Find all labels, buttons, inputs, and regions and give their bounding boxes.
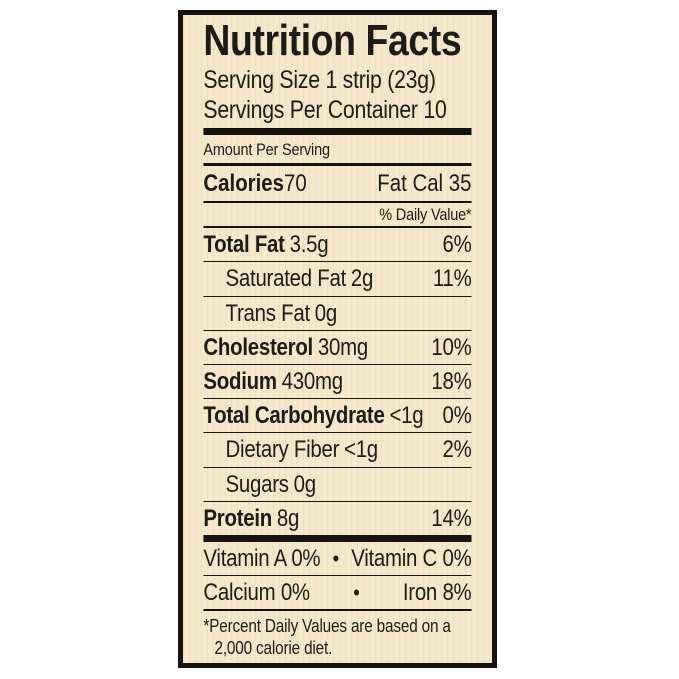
calories-row: Calories70 Fat Cal 35 — [203, 166, 471, 201]
iron: Iron 8% — [402, 579, 472, 607]
vitamin-a: Vitamin A 0% — [203, 544, 321, 572]
divider-thick-vitamins — [203, 534, 472, 542]
dv-value: 11% — [432, 265, 472, 293]
vitamin-c: Vitamin C 0% — [351, 544, 472, 572]
nutrition-facts-label: Nutrition Facts Serving Size 1 strip (23… — [178, 10, 497, 668]
nutrient-row-sugars: Sugars 0g — [203, 468, 472, 502]
nutrient-row-protein: Protein 8g 14% — [203, 504, 472, 532]
fat-calories: Fat Cal 35 — [377, 170, 472, 197]
dv-value: 10% — [431, 333, 472, 361]
dv-value: 2% — [442, 436, 472, 464]
daily-value-header: % Daily Value* — [379, 205, 472, 225]
dv-value: 6% — [442, 231, 472, 259]
dv-value: 0% — [442, 402, 472, 430]
serving-size: Serving Size 1 strip (23g) — [203, 66, 436, 94]
servings-per-container: Servings Per Container 10 — [203, 96, 447, 124]
footnote-line-2: 2,000 calorie diet. — [214, 637, 333, 658]
divider-medium — [203, 163, 472, 166]
footnote: *Percent Daily Values are based on a 2,0… — [203, 611, 471, 659]
calories: Calories70 — [203, 170, 307, 197]
nutrient-row-sodium: Sodium 430mg 18% — [203, 365, 472, 400]
divider-above-footnote — [203, 609, 472, 612]
label-title: Nutrition Facts — [203, 16, 462, 65]
vitamin-row-1: Vitamin A 0% • Vitamin C 0% — [203, 542, 472, 577]
nutrient-row-saturated-fat: Saturated Fat 2g 11% — [203, 262, 472, 297]
divider-below-dv-header — [203, 226, 472, 229]
divider-below-calories — [203, 201, 472, 204]
vitamin-row-2: Calcium 0% • Iron 8% — [203, 576, 471, 609]
nutrient-row-trans-fat: Trans Fat 0g — [203, 297, 472, 331]
nutrient-row-total-carbohydrate: Total Carbohydrate <1g 0% — [203, 399, 472, 434]
calcium: Calcium 0% — [203, 579, 310, 607]
label-content: Nutrition Facts Serving Size 1 strip (23… — [183, 15, 492, 659]
footnote-line-1: *Percent Daily Values are based on a — [203, 616, 451, 637]
divider-thick-top — [203, 128, 472, 135]
amount-per-serving: Amount Per Serving — [203, 140, 330, 159]
bullet-separator: • — [353, 580, 360, 606]
bullet-separator: • — [332, 545, 340, 571]
nutrient-row-total-fat: Total Fat 3.5g 6% — [203, 228, 472, 263]
nutrient-row-dietary-fiber: Dietary Fiber <1g 2% — [203, 433, 472, 468]
nutrient-row-cholesterol: Cholesterol 30mg 10% — [203, 331, 472, 365]
dv-value: 18% — [431, 367, 472, 395]
dv-value: 14% — [431, 504, 472, 532]
